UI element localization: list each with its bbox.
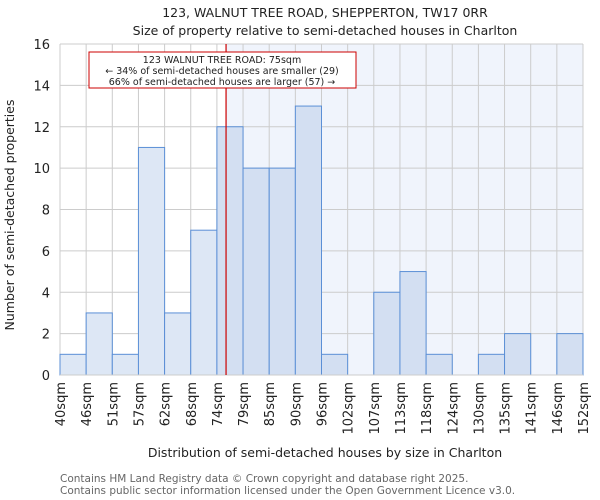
bar-46sqm [85,312,113,376]
bar-74sqm [216,126,244,376]
y-tick-label: 14 [33,79,50,94]
bar-40sqm [59,353,87,376]
bar-146sqm [556,333,584,376]
annotation-box [88,51,357,89]
y-tick-label: 2 [42,328,50,343]
bar-90sqm [294,105,323,376]
x-tick-label: 130sqm [472,382,487,435]
bar-113sqm [399,271,427,376]
x-tick-label: 141sqm [525,382,540,435]
x-tick-label: 79sqm [237,382,252,426]
x-tick-label: 62sqm [159,382,174,426]
bar-51sqm [111,353,139,376]
x-tick-label: 57sqm [132,382,147,426]
x-tick-label: 40sqm [54,382,69,426]
y-tick-label: 6 [42,245,50,260]
x-tick-label: 102sqm [342,382,357,435]
x-tick-label: 74sqm [211,382,226,426]
bar-85sqm [268,167,296,376]
bar-96sqm [321,353,349,376]
x-tick-label: 51sqm [106,382,121,426]
bar-135sqm [504,333,532,376]
x-tick-label: 113sqm [394,382,409,435]
x-tick-label: 85sqm [263,382,278,426]
bar-130sqm [477,353,506,376]
bar-62sqm [164,312,192,376]
bar-118sqm [425,353,453,376]
x-tick-label: 124sqm [446,382,461,435]
x-axis-label: Distribution of semi-detached houses by … [148,445,502,460]
y-tick-label: 4 [42,286,50,301]
x-tick-label: 107sqm [368,382,383,435]
annotation-line-2: ← 34% of semi-detached houses are smalle… [105,66,339,77]
x-tick-label: 96sqm [316,382,331,426]
footer-line-2: Contains public sector information licen… [60,485,515,497]
y-tick-label: 10 [33,162,50,177]
y-axis-label: Number of semi-detached properties [2,100,17,331]
bar-57sqm [137,146,166,376]
x-tick-label: 90sqm [289,382,304,426]
x-tick-label: 152sqm [577,382,592,435]
bar-107sqm [373,291,401,376]
x-tick-label: 46sqm [80,382,95,426]
y-tick-label: 16 [33,38,50,53]
chart-subtitle: Size of property relative to semi-detach… [133,23,518,38]
bar-68sqm [190,229,218,376]
x-tick-label: 118sqm [420,382,435,435]
bar-79sqm [242,167,270,376]
x-tick-label: 135sqm [499,382,514,435]
y-tick-label: 8 [42,204,50,219]
y-tick-label: 0 [42,369,50,384]
footer-line-1: Contains HM Land Registry data © Crown c… [60,473,468,485]
x-tick-label: 146sqm [551,382,566,435]
annotation-line-1: 123 WALNUT TREE ROAD: 75sqm [143,55,301,66]
x-tick-label: 68sqm [185,382,200,426]
chart-title: 123, WALNUT TREE ROAD, SHEPPERTON, TW17 … [162,5,488,20]
annotation-line-3: 66% of semi-detached houses are larger (… [109,77,336,88]
y-tick-label: 12 [33,121,50,136]
